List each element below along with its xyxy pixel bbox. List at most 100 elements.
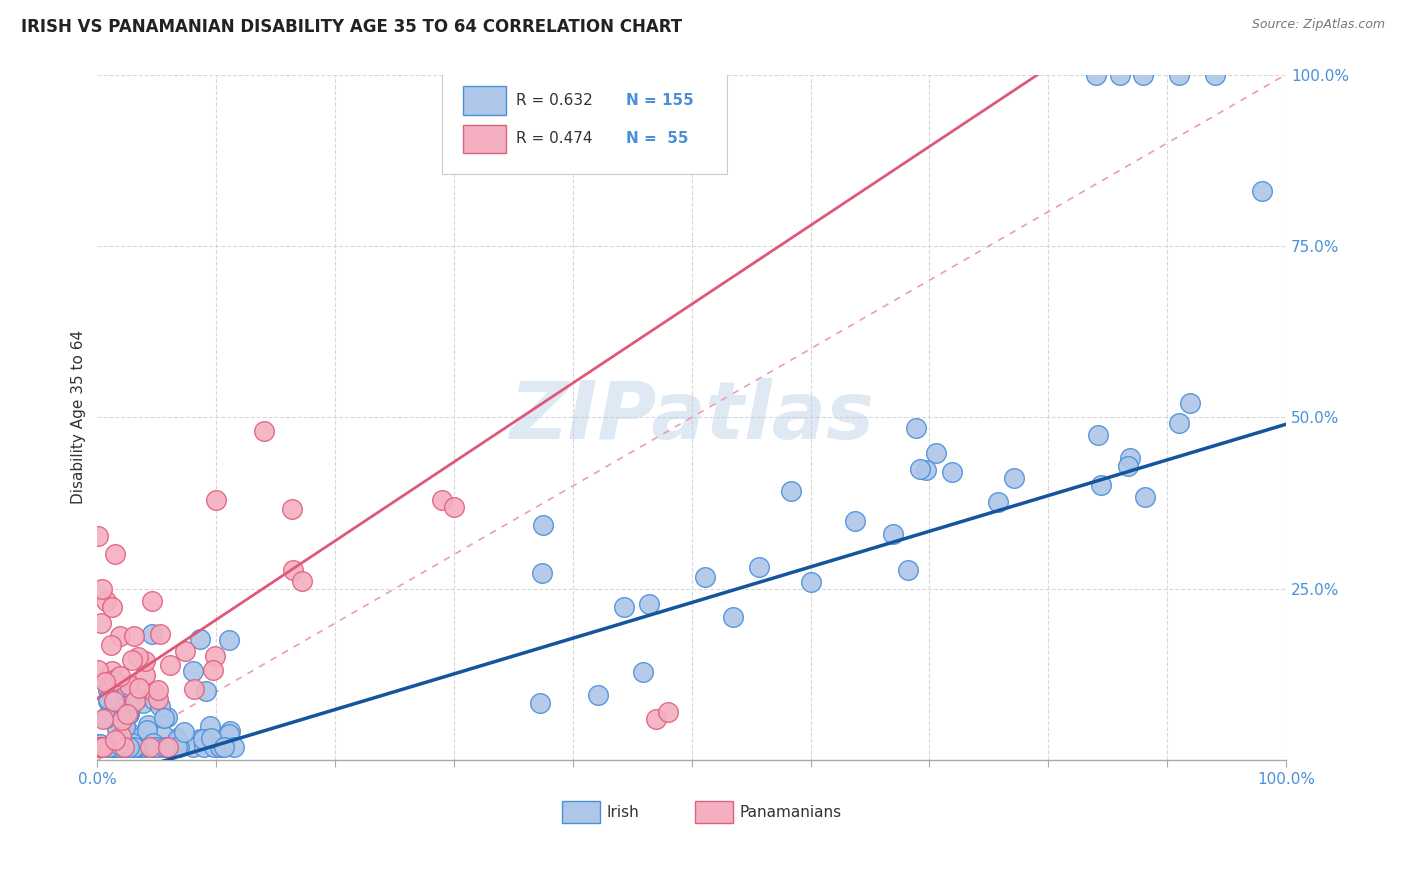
Point (114, 739, 136, 754)
Point (93, 739, 115, 754)
Point (531, 566, 554, 580)
Point (96, 709, 118, 723)
Point (146, 683, 169, 698)
Point (218, 727, 240, 741)
Text: R = 0.632: R = 0.632 (516, 93, 592, 108)
Point (127, 649, 149, 664)
Point (89, 739, 111, 754)
Point (108, 629, 131, 643)
Point (103, 673, 125, 688)
Point (631, 665, 654, 680)
Point (166, 739, 188, 754)
Point (93, 739, 115, 754)
Point (134, 739, 156, 754)
Point (100, 739, 122, 754)
Point (89, 739, 111, 754)
Point (115, 739, 138, 754)
Point (108, 739, 131, 754)
Point (1178, 395, 1201, 409)
Point (188, 732, 211, 747)
Point (122, 731, 145, 745)
Point (131, 739, 153, 754)
Point (156, 739, 179, 754)
Point (200, 731, 222, 746)
Point (117, 707, 139, 722)
Point (253, 424, 276, 438)
Point (107, 722, 129, 736)
Point (124, 693, 146, 707)
Point (94, 674, 117, 689)
Point (1133, 490, 1156, 504)
Point (131, 696, 153, 710)
Point (103, 694, 125, 708)
Point (183, 665, 205, 679)
Point (121, 736, 143, 750)
Point (152, 711, 174, 725)
Text: Irish: Irish (606, 805, 638, 820)
Point (114, 685, 136, 699)
Point (193, 739, 215, 754)
Point (181, 739, 204, 754)
Point (91, 582, 114, 596)
Point (118, 700, 141, 714)
Point (97, 683, 120, 698)
Point (96, 739, 118, 754)
Text: Panamanians: Panamanians (740, 805, 841, 820)
Point (291, 574, 314, 589)
Point (120, 739, 142, 754)
Point (897, 563, 920, 577)
Point (105, 739, 128, 754)
Point (117, 680, 139, 694)
Point (800, 575, 823, 590)
Point (529, 696, 551, 710)
Point (143, 739, 166, 754)
Point (97, 694, 120, 708)
Point (209, 739, 232, 754)
Point (122, 739, 145, 754)
Y-axis label: Disability Age 35 to 64: Disability Age 35 to 64 (72, 330, 86, 505)
Point (281, 563, 304, 577)
Point (1116, 458, 1139, 473)
Point (128, 681, 150, 695)
Point (430, 492, 453, 507)
Point (124, 739, 146, 754)
Point (108, 739, 131, 754)
Point (159, 657, 181, 672)
FancyBboxPatch shape (562, 801, 600, 823)
Point (121, 739, 143, 754)
Point (89, 739, 111, 754)
Point (136, 718, 159, 732)
Point (125, 739, 148, 754)
Point (101, 685, 124, 699)
Point (121, 739, 143, 754)
Point (129, 739, 152, 754)
Point (1090, 478, 1112, 492)
Point (100, 739, 122, 754)
Point (100, 739, 122, 754)
Point (141, 626, 163, 640)
Point (166, 731, 188, 745)
Point (121, 653, 143, 667)
Point (112, 739, 135, 754)
Point (87, 737, 110, 751)
Point (1087, 427, 1109, 442)
Point (108, 739, 131, 754)
Point (156, 739, 179, 754)
Point (121, 739, 143, 754)
Point (134, 668, 156, 682)
Point (183, 681, 205, 696)
Point (209, 739, 232, 754)
Point (205, 493, 228, 508)
Point (149, 699, 172, 714)
FancyBboxPatch shape (441, 71, 727, 174)
Point (188, 632, 211, 646)
Point (657, 706, 679, 720)
Point (1168, 416, 1191, 430)
Point (136, 723, 159, 737)
Point (156, 710, 179, 724)
Text: ZIPatlas: ZIPatlas (509, 378, 875, 457)
Point (167, 739, 190, 754)
Point (118, 725, 141, 739)
Point (904, 421, 927, 435)
Point (138, 739, 160, 754)
